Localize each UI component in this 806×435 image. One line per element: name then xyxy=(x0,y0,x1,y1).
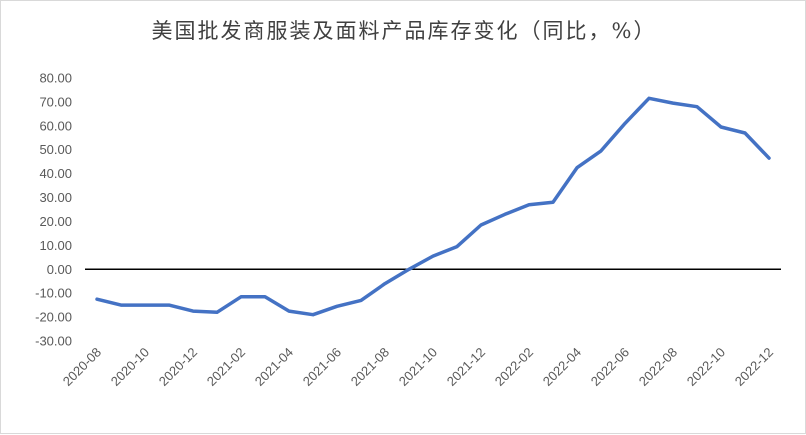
x-tick-label: 2022-04 xyxy=(540,345,584,389)
y-tick-label: -20.00 xyxy=(35,310,72,325)
x-tick-label: 2021-08 xyxy=(348,345,392,389)
y-tick-label: 50.00 xyxy=(39,142,72,157)
x-tick-label: 2021-02 xyxy=(204,345,248,389)
y-tick-label: 20.00 xyxy=(39,214,72,229)
y-tick-label: -10.00 xyxy=(35,286,72,301)
x-tick-label: 2021-06 xyxy=(300,345,344,389)
x-tick-label: 2020-08 xyxy=(60,345,104,389)
x-tick-label: 2020-10 xyxy=(108,345,152,389)
y-tick-label: -30.00 xyxy=(35,334,72,349)
x-tick-label: 2021-04 xyxy=(252,345,296,389)
x-tick-label: 2021-10 xyxy=(396,345,440,389)
x-tick-label: 2022-12 xyxy=(732,345,776,389)
x-tick-label: 2022-02 xyxy=(492,345,536,389)
x-tick-label: 2022-08 xyxy=(636,345,680,389)
y-tick-label: 10.00 xyxy=(39,238,72,253)
y-tick-label: 60.00 xyxy=(39,118,72,133)
series-line xyxy=(95,96,771,317)
x-tick-label: 2022-10 xyxy=(684,345,728,389)
x-tick-label: 2020-12 xyxy=(156,345,200,389)
x-tick-label: 2021-12 xyxy=(444,345,488,389)
y-tick-label: 70.00 xyxy=(39,94,72,109)
y-tick-label: 30.00 xyxy=(39,190,72,205)
y-tick-label: 0.00 xyxy=(47,262,72,277)
y-tick-label: 80.00 xyxy=(39,71,72,86)
y-tick-label: 40.00 xyxy=(39,166,72,181)
x-tick-label: 2022-06 xyxy=(588,345,632,389)
chart-title: 美国批发商服装及面料产品库存变化（同比，%） xyxy=(151,19,657,43)
